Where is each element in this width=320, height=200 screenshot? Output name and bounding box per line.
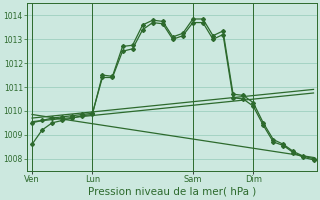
X-axis label: Pression niveau de la mer( hPa ): Pression niveau de la mer( hPa ) [88,187,256,197]
